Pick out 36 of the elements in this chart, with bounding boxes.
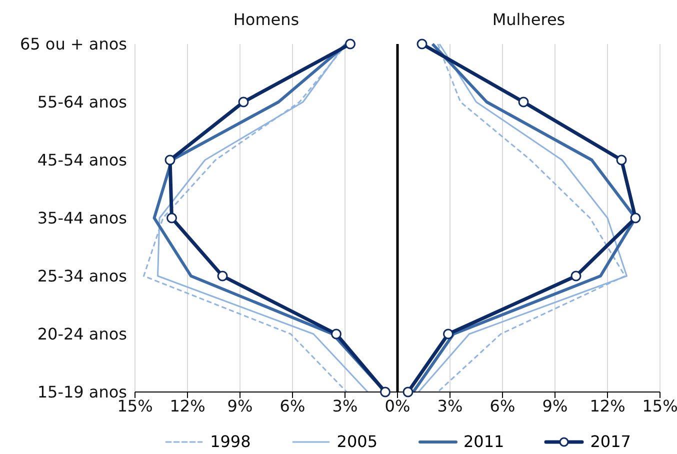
point (164, 154, 176, 166)
point (345, 38, 356, 50)
x-tick-label: 3% (332, 396, 358, 416)
legend-label: 2011 (464, 432, 504, 451)
point (616, 154, 627, 166)
y-tick-label: 65 ou + anos (20, 34, 127, 54)
x-tick-label: 3% (437, 396, 463, 416)
point (402, 386, 414, 398)
point (238, 96, 249, 108)
legend-label: 2017 (590, 432, 631, 451)
x-tick-label: 12% (590, 396, 626, 416)
point (518, 96, 529, 108)
point (380, 386, 390, 398)
y-tick-label: 55-64 anos (37, 92, 127, 112)
point (570, 270, 582, 282)
x-tick-label: 9% (542, 396, 568, 416)
text: Homens (232, 10, 300, 29)
point (331, 328, 342, 340)
x-tick-label: 9% (227, 396, 253, 416)
y-tick-label: 25-34 anos (37, 266, 127, 286)
point (217, 270, 228, 282)
legend-label: 2005 (336, 432, 378, 451)
legend-label: 1998 (210, 432, 251, 451)
y-tick-label: 20-24 anos (37, 324, 127, 344)
point (630, 212, 641, 224)
x-tick-label: 15% (642, 396, 677, 416)
x-tick-label: 6% (280, 396, 306, 416)
point (443, 328, 454, 340)
point (166, 212, 177, 224)
x-tick-label: 6% (490, 396, 516, 416)
text: Mulheres (491, 10, 566, 29)
x-tick-label: 0% (384, 396, 410, 416)
x-tick-label: 12% (170, 396, 206, 416)
y-tick-label: 35-44 anos (37, 208, 127, 228)
y-tick-label: 45-54 anos (37, 150, 127, 170)
point (416, 38, 428, 50)
